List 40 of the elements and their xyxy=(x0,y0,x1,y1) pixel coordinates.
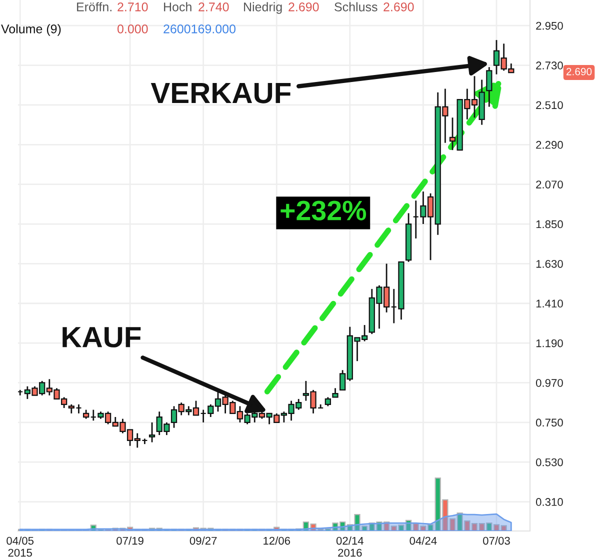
annotation: VERKAUF xyxy=(150,82,291,104)
annotation: Eröffn. xyxy=(77,2,112,12)
annotation: Schluss xyxy=(334,2,378,12)
text: 2.690 xyxy=(566,68,592,76)
x-tick-label: 02/14 2016 xyxy=(336,536,364,557)
annotation: 2.740 xyxy=(198,2,229,12)
y-tick-label: 0.310 xyxy=(536,498,563,506)
candlestick xyxy=(486,66,492,108)
x-tick-label: 09/27 xyxy=(190,536,217,545)
y-tick-label: 2.070 xyxy=(536,180,563,188)
y-tick-label: 1.850 xyxy=(536,220,563,228)
annotation: +232% xyxy=(280,200,366,220)
annotation: Volume (9) xyxy=(1,24,61,36)
candlestick xyxy=(324,396,331,407)
x-tick-label: 04/05 2015 xyxy=(6,536,34,557)
y-tick-label: 0.970 xyxy=(536,379,563,387)
y-tick-label: 2.510 xyxy=(536,101,563,110)
y-tick-label: 2.290 xyxy=(536,140,563,149)
y-tick-label: 1.410 xyxy=(536,300,563,308)
annotation: 2.710 xyxy=(118,2,148,12)
x-tick-label: 07/19 xyxy=(116,536,144,545)
y-tick-label: 1.630 xyxy=(536,260,563,268)
annotation: 2600169.000 xyxy=(164,24,236,34)
y-tick-label: 1.190 xyxy=(536,339,563,348)
x-tick-label: 07/03 xyxy=(483,536,510,545)
y-tick-label: 0.530 xyxy=(536,458,563,466)
y-tick-label: 2.730 xyxy=(536,62,563,70)
y-tick-label: 0.750 xyxy=(536,418,563,427)
x-tick-label: 12/06 xyxy=(264,536,290,545)
x-tick-label: 04/24 xyxy=(410,536,437,545)
y-tick-label: 2.950 xyxy=(536,22,563,30)
annotation: Niedrig xyxy=(244,2,282,14)
annotation: Hoch xyxy=(164,2,192,12)
candlestick xyxy=(332,387,338,398)
annotation: 2.690 xyxy=(288,2,319,12)
annotation: 2.690 xyxy=(384,2,414,12)
annotation: 0.000 xyxy=(117,24,148,34)
candlestick xyxy=(82,409,90,420)
annotation: KAUF xyxy=(62,327,141,348)
candlestick xyxy=(148,422,156,443)
